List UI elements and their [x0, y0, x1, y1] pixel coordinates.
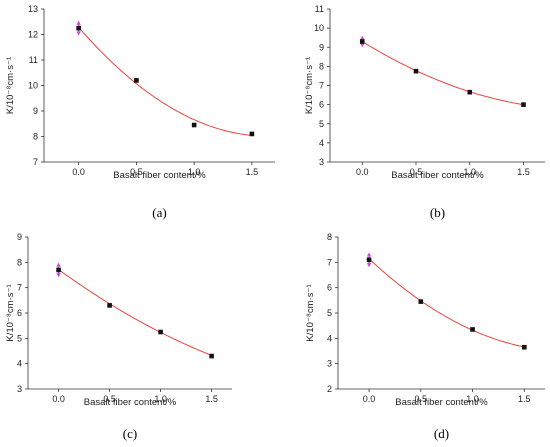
error-cap-top — [56, 262, 61, 267]
y-tick-label: 7 — [33, 157, 38, 167]
x-tick-label: 0.0 — [363, 394, 376, 404]
data-point — [418, 299, 424, 304]
y-axis-title: K/10⁻⁸cm·s⁻¹ — [304, 57, 315, 114]
data-point — [209, 353, 214, 359]
y-tick-label: 10 — [314, 23, 324, 33]
x-tick-label: 0.0 — [356, 167, 369, 177]
y-tick-label: 11 — [315, 4, 324, 14]
x-axis-title: Basalt fiber content/% — [84, 397, 177, 408]
chart-panel-1: 7 8 9 10 11 12 13 0.0 0.5 1.0 1.5 Basalt fiber cont… — [5, 4, 275, 220]
y-tick-label: 8 — [17, 257, 22, 267]
fit-curve — [58, 269, 212, 356]
error-cap-bottom — [366, 263, 372, 268]
error-cap-bottom — [76, 31, 81, 36]
data-point — [134, 78, 139, 83]
data-point — [191, 122, 197, 128]
y-tick-label: 7 — [319, 81, 324, 91]
y-tick-label: 5 — [17, 333, 22, 343]
x-tick-label: 1.5 — [246, 167, 259, 177]
x-tick-label: 0.0 — [52, 394, 65, 404]
x-tick-label: 1.5 — [517, 167, 530, 177]
x-tick-label: 0.5 — [130, 167, 143, 177]
data-point — [522, 344, 527, 350]
data-point — [413, 68, 419, 74]
y-tick-label: 3 — [327, 359, 332, 369]
data-point — [521, 102, 526, 107]
y-axis-title: K/10⁻⁸cm·s⁻¹ — [5, 284, 16, 341]
y-tick-label: 9 — [319, 42, 324, 52]
x-tick-label: 1.0 — [154, 394, 167, 404]
data-point — [107, 303, 112, 308]
x-tick-label: 1.0 — [466, 394, 479, 404]
y-tick-label: 3 — [319, 157, 324, 167]
x-tick-label: 0.5 — [415, 394, 428, 404]
data-point — [76, 25, 81, 31]
x-axis-title: Basalt fiber content/% — [395, 397, 488, 408]
y-tick-label: 7 — [17, 283, 22, 293]
data-point — [470, 327, 475, 332]
panel-label: (c) — [123, 426, 137, 441]
fit-curve — [368, 258, 525, 348]
y-axis-title: K/10⁻⁸cm·s⁻¹ — [5, 57, 16, 114]
x-tick-label: 1.5 — [205, 394, 218, 404]
x-tick-label: 0.5 — [410, 167, 423, 177]
x-axis-title: Basalt fiber content/% — [391, 170, 484, 181]
y-tick-label: 2 — [327, 384, 332, 394]
chart-panel-2: 3 4 5 6 7 8 9 10 11 0.0 0.5 1.0 1.5 Basalt fiber cont… — [304, 4, 545, 220]
error-cap-top — [360, 35, 365, 40]
y-tick-label: 4 — [319, 138, 324, 148]
x-tick-label: 1.5 — [518, 394, 531, 404]
x-tick-label: 1.0 — [188, 167, 201, 177]
panel-label: (a) — [152, 205, 166, 220]
y-tick-label: 5 — [327, 308, 332, 318]
y-tick-label: 9 — [33, 106, 38, 116]
x-tick-label: 1.0 — [463, 167, 476, 177]
x-tick-label: 0.5 — [103, 394, 116, 404]
y-tick-label: 8 — [33, 132, 38, 142]
y-axis-title: K/10⁻⁸cm·s⁻¹ — [305, 284, 316, 341]
data-point — [56, 267, 61, 273]
data-point — [467, 89, 473, 95]
x-axis-title: Basalt fiber content/% — [113, 170, 206, 181]
y-tick-label: 6 — [319, 100, 324, 110]
y-tick-label: 6 — [17, 308, 22, 318]
y-tick-label: 8 — [327, 232, 332, 242]
data-point — [249, 131, 255, 137]
chart-panel-4: 2 3 4 5 6 7 8 0.0 0.5 1.0 1.5 Basalt fiber content/… — [305, 232, 545, 441]
panel-label: (b) — [430, 205, 445, 220]
fit-curve — [361, 41, 524, 106]
y-tick-label: 5 — [319, 119, 324, 129]
error-cap-top — [76, 20, 81, 25]
x-tick-label: 0.0 — [72, 167, 85, 177]
y-tick-label: 4 — [17, 359, 22, 369]
y-tick-label: 10 — [28, 81, 38, 91]
panel-label: (d) — [434, 426, 449, 441]
data-point — [359, 39, 365, 44]
error-cap-bottom — [56, 273, 61, 278]
y-tick-label: 12 — [28, 30, 38, 40]
y-tick-label: 6 — [327, 283, 332, 293]
y-tick-label: 8 — [319, 61, 324, 71]
error-cap-bottom — [360, 43, 365, 48]
data-point — [366, 257, 372, 263]
data-point — [158, 329, 163, 335]
y-tick-label: 4 — [327, 333, 332, 343]
error-cap-top — [366, 252, 372, 257]
y-tick-label: 3 — [17, 384, 22, 394]
y-tick-label: 7 — [327, 257, 332, 267]
y-tick-label: 9 — [17, 232, 22, 242]
chart-panel-3: 3 4 5 6 7 8 9 0.0 0.5 1.0 1.5 Basalt fiber content/… — [5, 232, 232, 441]
y-tick-label: 13 — [28, 4, 38, 14]
y-tick-label: 11 — [29, 55, 38, 65]
fit-curve — [78, 27, 252, 136]
